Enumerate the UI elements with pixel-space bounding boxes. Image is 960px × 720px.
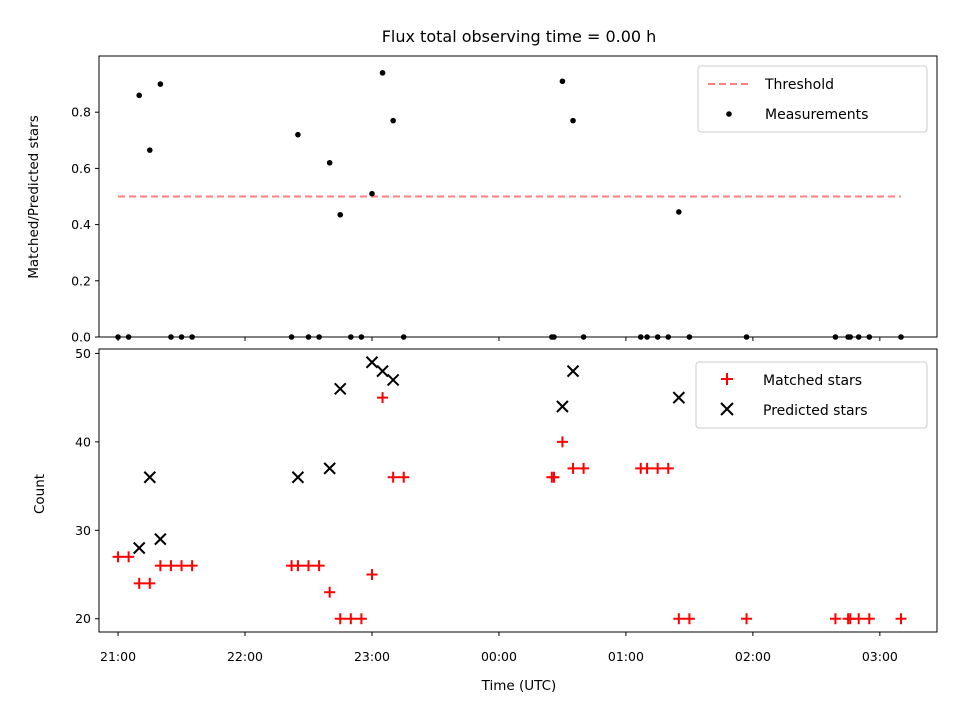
- matched-star-point: [652, 462, 664, 474]
- matched-star-point: [313, 560, 325, 572]
- predicted-star-point: [143, 471, 156, 484]
- bottom-ytick-label: 50: [75, 346, 91, 361]
- legend-measurements-swatch: [726, 111, 732, 117]
- measurement-point: [136, 92, 143, 99]
- bottom-xtick-label: 01:00: [608, 649, 644, 664]
- bottom-x-axis-label: Time (UTC): [481, 678, 557, 694]
- matched-star-point: [578, 462, 590, 474]
- top-x-axis: [117, 337, 881, 341]
- matched-star-point: [641, 462, 653, 474]
- bottom-plot-area: [112, 356, 907, 625]
- top-axes-frame: [98, 55, 938, 338]
- matched-star-point: [355, 613, 367, 625]
- predicted-star-point: [566, 364, 580, 378]
- matched-star-point: [662, 462, 674, 474]
- measurement-point: [369, 190, 375, 197]
- top-ytick-label: 0.4: [71, 217, 91, 232]
- matched-star-point: [165, 560, 177, 572]
- legend-matched-label: Matched stars: [763, 373, 862, 389]
- matched-star-point: [154, 560, 166, 572]
- measurement-point: [295, 131, 301, 138]
- bottom-xtick-label: 02:00: [735, 649, 771, 664]
- bottom-panel: 20 30 40 50 21:00 22:00 23:00 00:00 01:00 02:00 0…: [32, 346, 938, 694]
- bottom-legend: Matched stars Predicted stars: [695, 361, 928, 429]
- predicted-star-point: [386, 373, 400, 387]
- matched-star-point: [112, 551, 124, 563]
- bottom-axes-frame: [98, 348, 938, 633]
- matched-star-point: [324, 586, 336, 598]
- top-y-axis-label: Matched/Predicted stars: [26, 115, 42, 278]
- matched-star-point: [366, 569, 378, 581]
- measurement-point: [559, 78, 566, 85]
- bottom-x-axis: 21:00 22:00 23:00 00:00 01:00 02:00 03:00: [100, 632, 898, 664]
- measurement-point: [157, 81, 164, 87]
- matched-star-point: [292, 560, 304, 572]
- matched-star-point: [829, 613, 841, 625]
- matched-star-point: [683, 613, 695, 625]
- top-ytick-label: 0.2: [71, 273, 91, 288]
- top-legend-box: [697, 65, 928, 133]
- measurement-point: [337, 211, 344, 218]
- bottom-y-axis: 20 30 40 50: [75, 346, 99, 626]
- legend-predicted-label: Predicted stars: [763, 403, 868, 419]
- measurement-point: [676, 209, 682, 215]
- matched-star-point: [345, 613, 357, 625]
- top-y-axis: 0.0 0.2 0.4 0.6 0.8: [71, 105, 99, 345]
- measurement-point: [379, 70, 386, 76]
- top-legend: Threshold Measurements: [697, 65, 928, 133]
- top-ytick-label: 0.0: [71, 330, 91, 345]
- matched-star-point: [398, 471, 410, 483]
- bottom-legend-box: [695, 361, 928, 429]
- matched-star-point: [567, 462, 579, 474]
- predicted-star-point: [672, 391, 686, 404]
- matched-star-point: [673, 613, 685, 625]
- top-ytick-label: 0.8: [71, 105, 91, 120]
- legend-threshold-label: Threshold: [764, 77, 834, 93]
- predicted-star-point: [154, 532, 167, 546]
- legend-matched-swatch: [721, 373, 733, 385]
- predicted-star-point: [556, 400, 569, 413]
- matched-star-point: [377, 392, 389, 404]
- bottom-ytick-label: 30: [75, 523, 91, 538]
- matched-star-point: [123, 551, 135, 563]
- predicted-star-point: [291, 471, 305, 484]
- bottom-xtick-label: 23:00: [354, 649, 390, 664]
- chart-title: Flux total observing time = 0.00 h: [382, 27, 657, 46]
- legend-predicted-swatch: [720, 402, 734, 416]
- measurement-point: [146, 147, 153, 153]
- bottom-xtick-label: 00:00: [481, 649, 517, 664]
- predicted-star-point: [334, 382, 347, 396]
- measurement-point: [390, 117, 396, 124]
- top-ytick-label: 0.6: [71, 161, 91, 176]
- matched-star-point: [186, 560, 198, 572]
- top-panel: 0.00.20.40.60.8 Matched/Predicted stars …: [26, 55, 938, 345]
- matched-star-point: [303, 560, 314, 572]
- matched-star-point: [741, 613, 753, 625]
- bottom-xtick-label: 22:00: [227, 649, 263, 664]
- bottom-ytick-label: 40: [75, 434, 91, 449]
- bottom-y-axis-label: Count: [32, 474, 48, 514]
- matched-star-point: [853, 613, 865, 625]
- matched-star-point: [548, 471, 560, 483]
- matched-star-point: [895, 613, 907, 625]
- matched-star-point: [387, 471, 399, 483]
- bottom-xtick-label: 03:00: [862, 649, 898, 664]
- bottom-ytick-label: 20: [75, 611, 91, 626]
- bottom-xtick-label: 21:00: [100, 649, 136, 664]
- matched-star-point: [334, 613, 346, 625]
- matched-star-point: [556, 436, 568, 448]
- measurement-point: [570, 117, 576, 124]
- measurement-point: [326, 159, 333, 166]
- predicted-star-point: [323, 462, 336, 475]
- predicted-star-point: [376, 364, 389, 378]
- matched-star-point: [863, 613, 875, 625]
- matched-star-point: [144, 577, 156, 589]
- matched-star-point: [176, 560, 188, 572]
- predicted-star-point: [132, 541, 146, 555]
- predicted-star-point: [365, 356, 379, 369]
- matched-star-point: [133, 577, 145, 589]
- legend-measurements-label: Measurements: [765, 107, 868, 123]
